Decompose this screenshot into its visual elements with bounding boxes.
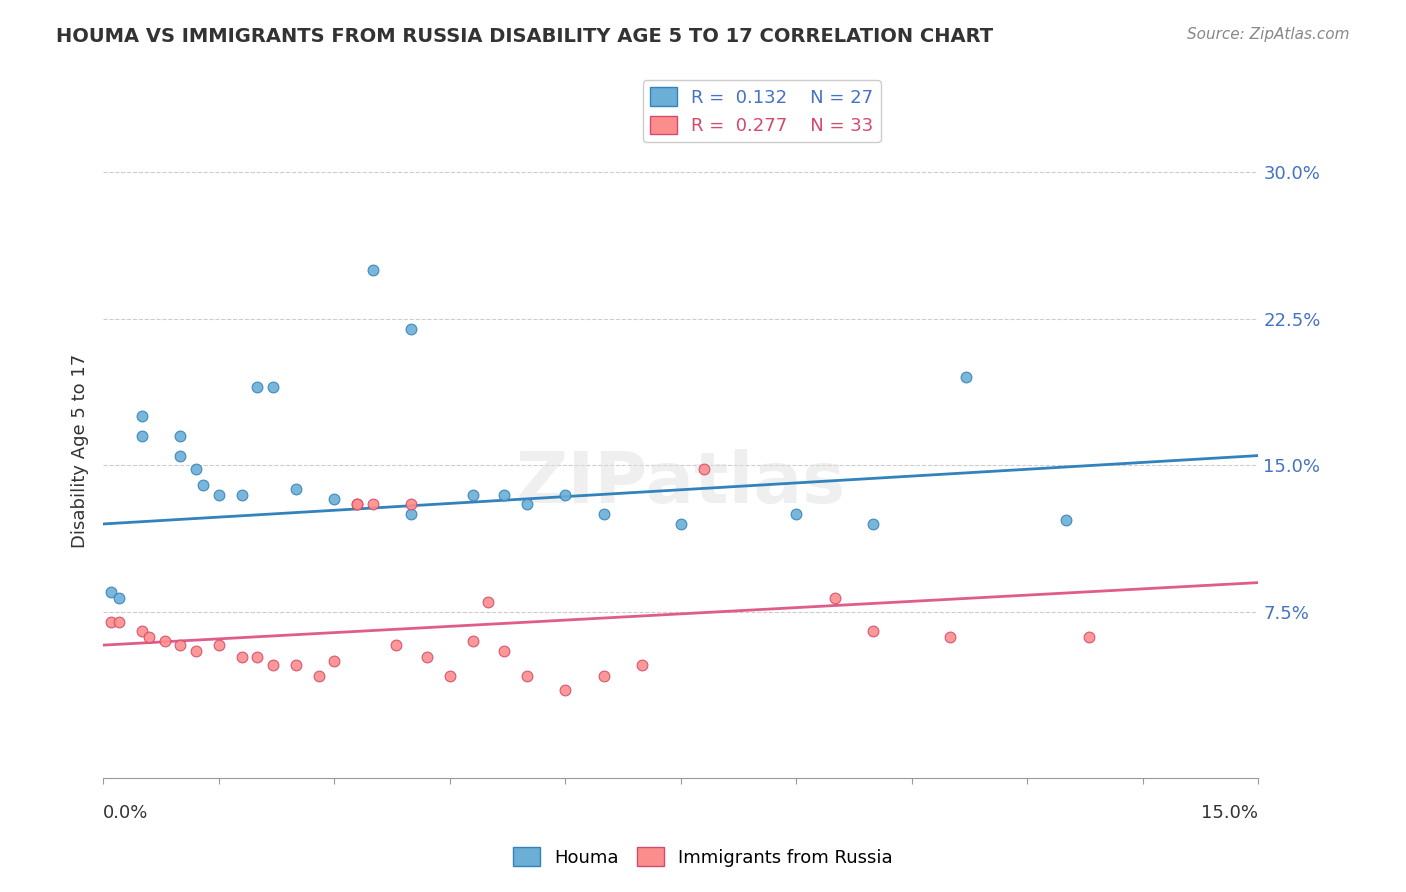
Point: [246, 649, 269, 664]
Point: [107, 591, 129, 606]
Point: [516, 497, 538, 511]
Point: [346, 497, 368, 511]
Point: [592, 669, 614, 683]
Point: [323, 491, 346, 506]
Point: [1078, 630, 1101, 644]
Point: [169, 638, 191, 652]
Point: [399, 497, 422, 511]
Point: [284, 482, 307, 496]
Point: [862, 516, 884, 531]
Point: [184, 462, 207, 476]
Point: [693, 462, 716, 476]
Point: [193, 478, 215, 492]
Point: [138, 630, 160, 644]
Point: [346, 497, 368, 511]
Point: [262, 657, 284, 672]
Point: [862, 624, 884, 639]
Point: [169, 429, 191, 443]
Text: HOUMA VS IMMIGRANTS FROM RUSSIA DISABILITY AGE 5 TO 17 CORRELATION CHART: HOUMA VS IMMIGRANTS FROM RUSSIA DISABILI…: [56, 27, 994, 45]
Legend: R =  0.132    N = 27, R =  0.277    N = 33: R = 0.132 N = 27, R = 0.277 N = 33: [643, 80, 880, 142]
Point: [1054, 513, 1077, 527]
Point: [492, 644, 515, 658]
Point: [262, 380, 284, 394]
Point: [153, 634, 176, 648]
Legend: Houma, Immigrants from Russia: Houma, Immigrants from Russia: [506, 840, 900, 874]
Point: [208, 638, 231, 652]
Y-axis label: Disability Age 5 to 17: Disability Age 5 to 17: [72, 353, 89, 548]
Point: [939, 630, 962, 644]
Point: [208, 488, 231, 502]
Point: [361, 263, 384, 277]
Point: [461, 488, 484, 502]
Text: Source: ZipAtlas.com: Source: ZipAtlas.com: [1187, 27, 1350, 42]
Point: [631, 657, 654, 672]
Point: [554, 683, 576, 698]
Point: [477, 595, 499, 609]
Point: [131, 409, 153, 424]
Point: [516, 669, 538, 683]
Point: [131, 429, 153, 443]
Point: [184, 644, 207, 658]
Point: [461, 634, 484, 648]
Point: [955, 370, 977, 384]
Point: [100, 615, 122, 629]
Point: [385, 638, 408, 652]
Text: 15.0%: 15.0%: [1202, 805, 1258, 822]
Point: [824, 591, 846, 606]
Point: [592, 507, 614, 521]
Point: [669, 516, 692, 531]
Point: [439, 669, 461, 683]
Point: [785, 507, 807, 521]
Point: [308, 669, 330, 683]
Point: [361, 497, 384, 511]
Point: [169, 449, 191, 463]
Point: [231, 488, 253, 502]
Point: [107, 615, 129, 629]
Point: [231, 649, 253, 664]
Point: [415, 649, 437, 664]
Text: 0.0%: 0.0%: [103, 805, 149, 822]
Point: [323, 654, 346, 668]
Point: [284, 657, 307, 672]
Point: [131, 624, 153, 639]
Point: [554, 488, 576, 502]
Point: [246, 380, 269, 394]
Point: [399, 507, 422, 521]
Point: [100, 585, 122, 599]
Point: [492, 488, 515, 502]
Text: ZIPatlas: ZIPatlas: [516, 449, 846, 518]
Point: [399, 321, 422, 335]
